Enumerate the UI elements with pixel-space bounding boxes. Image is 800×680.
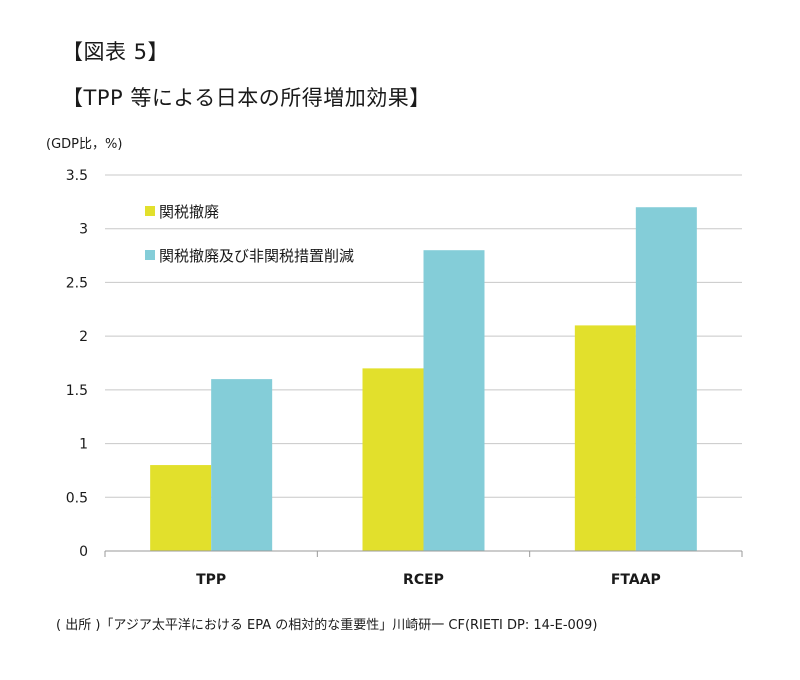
bar-tpp-series-1	[150, 465, 212, 551]
y-tick-label: 1	[79, 437, 88, 453]
y-tick-labels: 0 0.5 1 1.5 2 2.5 3 3.5	[66, 168, 88, 560]
y-tick-label: 0.5	[66, 490, 88, 506]
y-tick-label: 2.5	[66, 275, 88, 291]
bar-ftaap-series-1	[574, 325, 636, 551]
x-tick-label: TPP	[196, 572, 226, 588]
legend-label: 関税撤廃	[159, 203, 219, 221]
x-tick-label: RCEP	[403, 572, 444, 588]
y-axis-unit-label: (GDP比，%)	[46, 137, 123, 152]
legend-swatch	[145, 206, 155, 216]
y-tick-label: 3.5	[66, 168, 88, 184]
y-tick-label: 2	[79, 329, 88, 345]
y-tick-label: 3	[79, 222, 88, 238]
bar-ftaap-series-2	[635, 207, 697, 551]
bars	[150, 207, 697, 551]
bar-rcep-series-1	[362, 368, 424, 551]
legend-swatch	[145, 250, 155, 260]
legend-label: 関税撤廃及び非関税措置削減	[159, 247, 354, 265]
y-tick-label: 0	[79, 544, 88, 560]
bar-tpp-series-2	[211, 379, 273, 551]
bar-rcep-series-2	[423, 250, 485, 551]
source-note: ( 出所 )「アジア太平洋における EPA の相対的な重要性」川崎研一 CF(R…	[56, 618, 598, 633]
figure-label: 【図表 5】	[62, 40, 170, 64]
x-tick-label: FTAAP	[611, 572, 661, 588]
x-tick-labels: TPP RCEP FTAAP	[196, 572, 661, 588]
x-axis	[104, 550, 743, 557]
figure-title: 【TPP 等による日本の所得増加効果】	[62, 86, 431, 110]
y-tick-label: 1.5	[66, 383, 88, 399]
